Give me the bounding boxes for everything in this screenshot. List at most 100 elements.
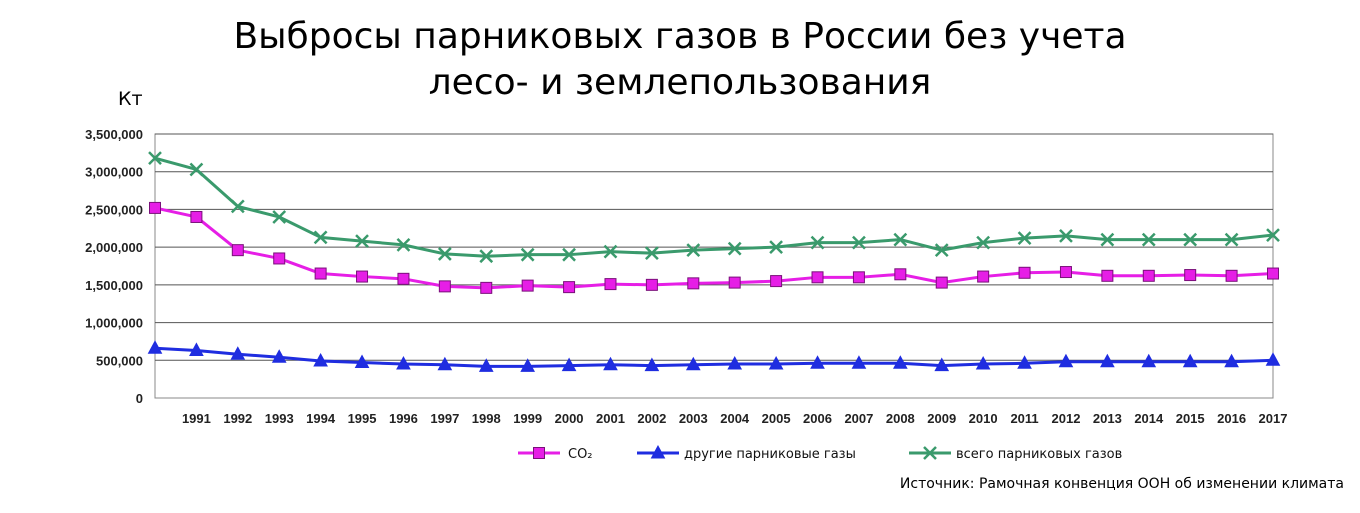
data-point-series-1 [438, 280, 451, 293]
data-point-series-2 [768, 356, 784, 370]
x-tick-label: 2006 [803, 411, 832, 426]
data-point-series-2 [851, 355, 867, 369]
x-tick-label: 2009 [927, 411, 956, 426]
data-point-series-1 [1101, 269, 1114, 282]
data-point-series-2 [1224, 353, 1239, 368]
data-point-series-1 [314, 267, 327, 280]
data-point-series-2 [478, 358, 494, 372]
data-point-series-1 [604, 278, 617, 291]
data-point-series-1 [190, 210, 203, 223]
series-line-3 [154, 156, 1274, 258]
data-point-series-2 [892, 355, 908, 369]
data-point-series-2 [230, 346, 246, 360]
data-point-series-3 [1059, 228, 1073, 243]
data-point-series-2 [934, 357, 950, 372]
legend-label-3: всего парниковых газов [956, 447, 1122, 462]
data-point-series-3 [230, 199, 245, 214]
data-point-series-3 [769, 240, 783, 255]
data-point-series-1 [521, 279, 534, 292]
data-point-series-3 [852, 235, 866, 250]
data-point-series-2 [1141, 353, 1157, 368]
data-point-series-3 [272, 210, 287, 224]
data-point-series-2 [1182, 353, 1198, 368]
series-line-2 [154, 346, 1274, 368]
data-point-series-3 [727, 241, 742, 256]
y-tick-label: 1,000,000 [85, 316, 143, 331]
data-point-series-2 [313, 352, 328, 367]
data-point-series-1 [728, 276, 741, 289]
data-point-series-2 [147, 340, 163, 354]
data-point-series-3 [562, 247, 576, 262]
x-tick-label: 2007 [844, 411, 873, 426]
legend-marker-3 [923, 446, 937, 460]
x-tick-label: 2008 [886, 411, 915, 426]
x-tick-label: 2002 [637, 411, 666, 426]
data-point-series-3 [1100, 232, 1115, 247]
data-point-series-1 [480, 281, 493, 294]
data-point-series-1 [894, 268, 907, 281]
data-point-series-2 [727, 356, 743, 370]
data-point-series-1 [852, 271, 865, 284]
data-point-series-1 [977, 270, 990, 283]
x-tick-label: 2011 [1010, 411, 1038, 426]
x-tick-label: 2015 [1176, 411, 1205, 426]
x-tick-label: 1994 [306, 411, 336, 426]
data-point-series-3 [1141, 232, 1156, 247]
data-point-series-3 [148, 151, 162, 166]
data-point-series-1 [1267, 267, 1279, 280]
x-tick-label: 2013 [1093, 411, 1122, 426]
x-tick-label: 1991 [182, 411, 211, 426]
data-point-series-1 [356, 270, 369, 283]
data-point-series-3 [603, 244, 618, 259]
series-line-1 [154, 206, 1274, 290]
x-tick-label: 2001 [596, 411, 625, 426]
data-point-series-1 [273, 252, 286, 265]
data-point-series-2 [603, 356, 618, 371]
data-point-series-3 [396, 237, 411, 252]
x-tick-label: 2003 [679, 411, 708, 426]
data-point-series-2 [271, 349, 287, 363]
data-point-series-2 [189, 342, 204, 356]
data-point-series-1 [935, 276, 948, 289]
data-point-series-1 [231, 244, 244, 257]
data-point-series-3 [313, 230, 328, 245]
data-point-series-2 [561, 357, 577, 372]
data-point-series-2 [685, 356, 701, 371]
x-tick-label: 1999 [513, 411, 542, 426]
legend-marker-2 [650, 444, 666, 459]
data-point-series-1 [1018, 266, 1031, 279]
chart-title-line-2: лесо- и землепользования [428, 62, 932, 103]
data-point-series-1 [397, 272, 410, 285]
data-point-series-2 [520, 358, 536, 372]
data-point-series-3 [355, 234, 369, 248]
x-tick-label: 2004 [720, 411, 750, 426]
x-tick-label: 2012 [1052, 411, 1081, 426]
data-point-series-2 [1265, 352, 1281, 366]
x-tick-label: 1998 [472, 411, 501, 426]
data-point-series-2 [1100, 353, 1115, 368]
data-point-series-2 [975, 356, 991, 370]
data-point-series-1 [645, 278, 658, 291]
data-point-series-3 [479, 249, 494, 264]
y-tick-label: 3,500,000 [85, 127, 143, 142]
data-point-series-3 [520, 247, 535, 262]
y-tick-label: 2,500,000 [85, 202, 143, 217]
data-point-series-3 [810, 235, 825, 250]
x-tick-label: 1997 [430, 411, 459, 426]
y-tick-label: 1,500,000 [85, 278, 143, 293]
x-tick-label: 2010 [969, 411, 998, 426]
data-point-series-3 [686, 243, 701, 258]
data-point-series-3 [437, 247, 452, 261]
data-point-series-1 [770, 275, 783, 288]
x-tick-label: 1996 [389, 411, 418, 426]
data-point-series-2 [354, 354, 370, 369]
data-point-series-3 [893, 232, 908, 247]
data-point-series-1 [687, 277, 700, 290]
x-tick-label: 1993 [265, 411, 294, 426]
x-tick-label: 1995 [348, 411, 377, 426]
legend-label-1: CO₂ [568, 447, 593, 462]
data-point-series-2 [1058, 353, 1074, 368]
data-point-series-3 [645, 246, 659, 261]
data-point-series-2 [437, 356, 453, 371]
